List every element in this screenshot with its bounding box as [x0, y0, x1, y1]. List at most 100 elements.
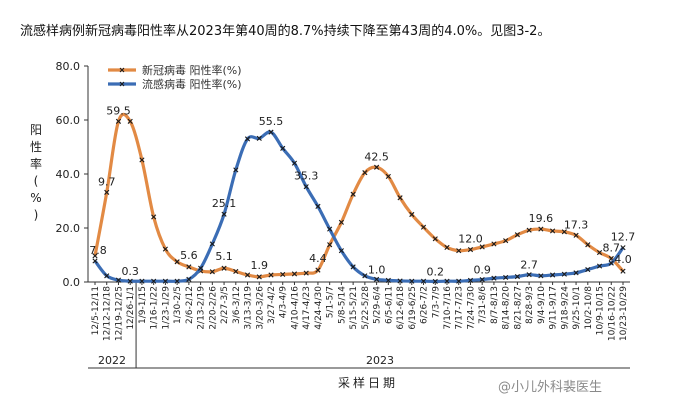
x-tick-label: 4/10-4/16 — [290, 286, 300, 330]
x-tick-label: 1/23-1/29 — [161, 286, 171, 330]
y-tick-label: 40.0 — [56, 168, 81, 181]
x-tick-label: 9/11-9/17 — [549, 286, 559, 330]
data-point-1 — [209, 269, 215, 275]
data-point-2 — [608, 260, 614, 266]
data-point-1 — [151, 214, 157, 220]
x-tick-label: 3/6-3/12 — [232, 286, 242, 324]
data-point-1 — [303, 270, 309, 276]
data-label: 4.4 — [309, 252, 327, 265]
x-tick-label: 7/31-8/6 — [478, 286, 488, 324]
data-point-1 — [444, 244, 450, 251]
x-tick-label: 10/16-10/22 — [607, 286, 617, 341]
data-point-1 — [456, 248, 462, 254]
x-tick-label: 1/16-1/22 — [150, 286, 160, 330]
data-point-1 — [104, 189, 110, 195]
data-point-2 — [115, 277, 122, 283]
data-point-2 — [291, 160, 298, 166]
data-point-1 — [233, 268, 239, 275]
y-axis-title-char: ) — [34, 208, 39, 222]
x-tick-label: 8/21-8/27 — [513, 286, 523, 330]
data-point-2 — [198, 265, 204, 271]
y-tick-label: 20.0 — [56, 222, 81, 235]
data-point-1 — [338, 219, 344, 225]
data-point-1 — [186, 264, 192, 270]
data-point-1 — [244, 272, 251, 278]
x-tick-label: 3/13-3/19 — [244, 286, 254, 330]
x-tick-label: 10/2-10/8 — [584, 286, 594, 330]
data-point-2 — [397, 278, 403, 284]
y-axis-title-char: % — [30, 191, 41, 205]
data-point-1 — [503, 238, 509, 244]
data-point-2 — [92, 258, 98, 264]
data-point-1 — [479, 244, 485, 250]
data-point-1 — [362, 170, 368, 176]
data-point-2 — [420, 278, 427, 284]
data-label: 2.7 — [520, 259, 538, 272]
data-point-1 — [256, 274, 262, 280]
series-line-2 — [93, 130, 625, 284]
data-point-1 — [162, 246, 168, 252]
data-point-1 — [350, 191, 356, 197]
data-point-2 — [467, 277, 474, 283]
data-point-2 — [491, 275, 497, 281]
x-tick-label: 8/28-9/3 — [525, 286, 535, 324]
y-tick-label: 80.0 — [56, 60, 81, 73]
x-tick-label: 6/19-6/25 — [408, 286, 418, 330]
series-line-1 — [93, 112, 625, 279]
data-point-1 — [514, 232, 520, 238]
x-tick-label: 7/3-7/9 — [431, 286, 441, 318]
data-point-2 — [350, 264, 356, 270]
data-point-1 — [596, 249, 603, 256]
legend-marker-1 — [119, 67, 125, 73]
data-point-2 — [151, 278, 157, 284]
data-point-2 — [244, 136, 251, 142]
data-label: 25.1 — [212, 197, 237, 210]
data-label: 1.9 — [251, 259, 269, 272]
data-point-2 — [550, 272, 556, 278]
data-point-1 — [291, 271, 298, 277]
data-label: 1.0 — [368, 263, 386, 276]
x-tick-label: 9/4-9/10 — [537, 286, 547, 324]
data-point-2 — [362, 273, 368, 279]
data-label: 42.5 — [364, 150, 389, 163]
y-axis-title-char: 性 — [30, 140, 42, 154]
y-axis-title-char: ( — [34, 174, 39, 188]
chart-axes: 0.0 20.0 40.0 60.0 80.0 阳性率 (%) 12/5-12/11 12/12… — [30, 60, 630, 390]
x-tick-label: 6/5-6/11 — [384, 286, 394, 324]
chart-lines — [92, 112, 626, 285]
data-point-1 — [315, 267, 321, 273]
data-point-2 — [139, 278, 145, 284]
data-point-2 — [409, 278, 415, 284]
data-label: 0.2 — [427, 265, 445, 278]
data-label: 35.3 — [294, 170, 319, 183]
x-tick-label: 1/9-1/15 — [138, 286, 148, 324]
data-point-2 — [233, 167, 239, 173]
x-tick-label: 10/23-10/29 — [619, 286, 629, 341]
data-point-1 — [491, 241, 497, 247]
x-tick-label: 5/29-6/4 — [373, 286, 383, 324]
data-point-2 — [526, 272, 532, 278]
chart-caption: 流感样病例新冠病毒阳性率从2023年第40周的8.7%持续下降至第43周的4.0… — [20, 24, 551, 39]
data-label: 0.9 — [473, 264, 491, 277]
data-point-2 — [338, 248, 344, 254]
x-tick-label: 7/17-7/23 — [455, 286, 465, 330]
data-label: 55.5 — [259, 115, 284, 128]
data-point-2 — [127, 278, 133, 284]
data-point-2 — [268, 129, 274, 135]
y-tick-label: 0.0 — [63, 276, 81, 289]
data-label: 5.6 — [180, 249, 198, 262]
data-point-2 — [162, 278, 168, 284]
data-point-2 — [596, 263, 603, 269]
x-tick-label: 2/13-2/19 — [197, 286, 207, 330]
x-tick-label: 5/15-5/21 — [349, 286, 359, 330]
data-point-1 — [538, 226, 544, 232]
data-point-1 — [127, 118, 133, 124]
data-point-2 — [503, 274, 509, 280]
data-label: 0.3 — [121, 265, 139, 278]
x-tick-label: 3/27-4/2 — [267, 286, 277, 324]
data-point-2 — [104, 273, 110, 279]
data-label: 17.3 — [564, 218, 589, 231]
data-label: 9.7 — [98, 175, 116, 188]
data-point-1 — [374, 164, 380, 170]
